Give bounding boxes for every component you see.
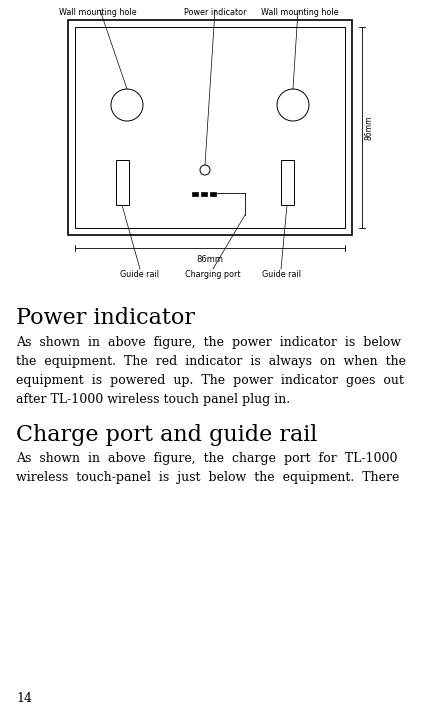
Text: Guide rail: Guide rail (262, 270, 301, 279)
Text: Guide rail: Guide rail (121, 270, 160, 279)
Text: Wall mounting hole: Wall mounting hole (261, 8, 339, 17)
Text: As  shown  in  above  figure,  the  charge  port  for  TL-1000: As shown in above figure, the charge por… (16, 452, 397, 465)
Text: Charge port and guide rail: Charge port and guide rail (16, 424, 317, 446)
Bar (68, 20, 352, 235)
Bar (192, 192, 198, 196)
Bar (210, 192, 216, 196)
Bar (75, 27, 345, 228)
Text: Wall mounting hole: Wall mounting hole (59, 8, 137, 17)
Text: 86mm: 86mm (365, 116, 374, 140)
Text: Charging port: Charging port (185, 270, 241, 279)
Text: 86mm: 86mm (197, 255, 224, 264)
Text: 14: 14 (16, 692, 32, 705)
Text: equipment  is  powered  up.  The  power  indicator  goes  out: equipment is powered up. The power indic… (16, 374, 404, 387)
Bar (281, 160, 294, 205)
Text: Power indicator: Power indicator (184, 8, 246, 17)
Text: the  equipment.  The  red  indicator  is  always  on  when  the: the equipment. The red indicator is alwa… (16, 355, 406, 368)
Text: after TL-1000 wireless touch panel plug in.: after TL-1000 wireless touch panel plug … (16, 393, 290, 406)
Bar (116, 160, 129, 205)
Text: Power indicator: Power indicator (16, 307, 195, 329)
Text: wireless  touch-panel  is  just  below  the  equipment.  There: wireless touch-panel is just below the e… (16, 471, 400, 484)
Text: As  shown  in  above  figure,  the  power  indicator  is  below: As shown in above figure, the power indi… (16, 336, 401, 349)
Bar (201, 192, 207, 196)
